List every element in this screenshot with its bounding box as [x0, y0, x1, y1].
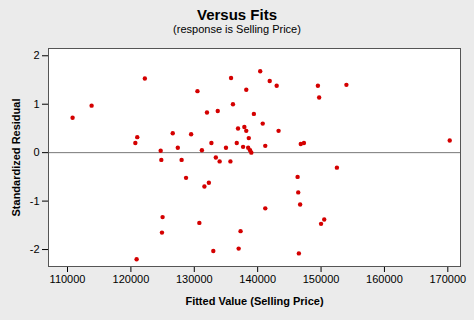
html-text:Versus Fits: Versus Fits — [197, 6, 277, 23]
svg-text:Fitted Value (Selling Price): Fitted Value (Selling Price) — [185, 295, 323, 307]
svg-text:170000: 170000 — [429, 273, 466, 285]
svg-text:2: 2 — [33, 49, 39, 61]
svg-text:110000: 110000 — [50, 273, 86, 285]
svg-text:140000: 140000 — [239, 273, 276, 285]
svg-text:160000: 160000 — [366, 273, 403, 285]
svg-text:-1: -1 — [30, 195, 40, 207]
svg-text:-2: -2 — [30, 243, 40, 255]
svg-text:Standardized Residual: Standardized Residual — [10, 99, 22, 217]
html-text:(response is Selling Price): (response is Selling Price) — [173, 23, 301, 35]
svg-text:130000: 130000 — [176, 273, 213, 285]
svg-text:150000: 150000 — [303, 273, 340, 285]
svg-text:120000: 120000 — [113, 273, 150, 285]
svg-text:0: 0 — [33, 146, 39, 158]
svg-text:1: 1 — [33, 98, 39, 110]
